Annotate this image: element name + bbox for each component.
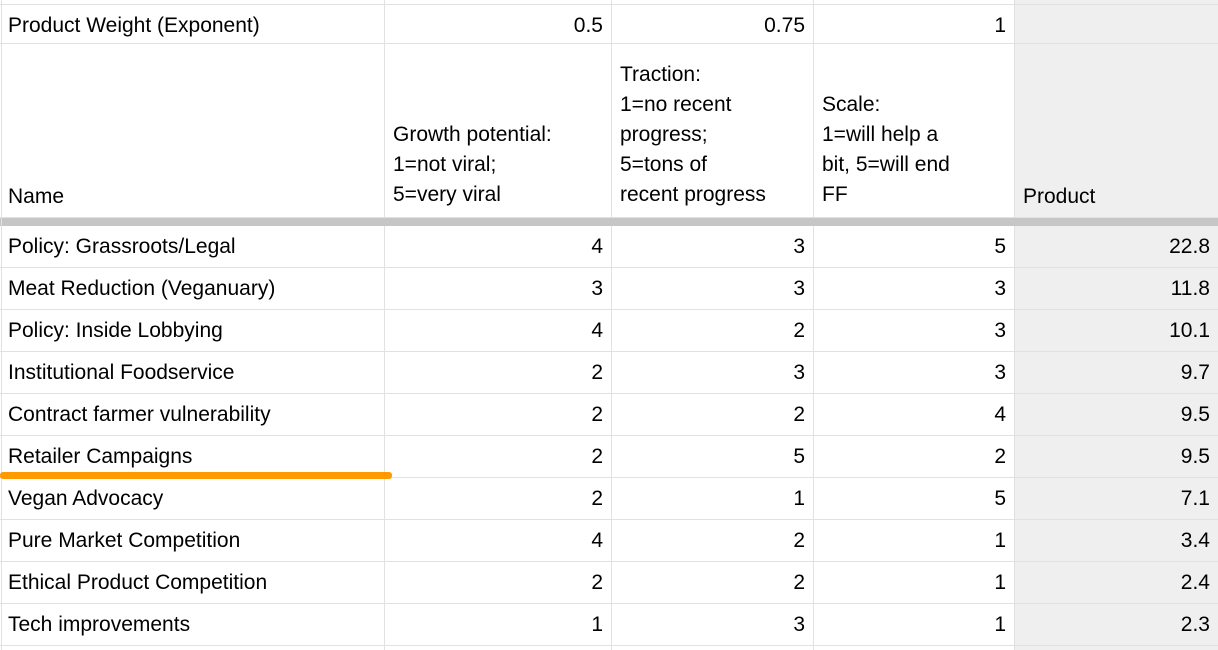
cell-growth-score[interactable]: 4	[385, 310, 612, 351]
cell-traction-score[interactable]: 3	[612, 268, 814, 309]
cell-scale-score[interactable]: 3	[814, 268, 1015, 309]
partial-cell	[612, 0, 814, 4]
cell-name[interactable]: Pure Market Competition	[0, 520, 385, 561]
cell-scale-score[interactable]: 1	[814, 562, 1015, 603]
cell-product-score[interactable]: 22.8	[1015, 226, 1218, 267]
partial-cell	[1015, 646, 1218, 650]
cell-growth-score[interactable]: 4	[385, 226, 612, 267]
cell-scale-score[interactable]: 3	[814, 310, 1015, 351]
cell-growth-score[interactable]: 3	[385, 268, 612, 309]
column-header-name[interactable]: Name	[0, 44, 385, 217]
header-row: Name Growth potential: 1=not viral; 5=ve…	[0, 44, 1218, 218]
partial-cell	[814, 646, 1015, 650]
cell-traction-score[interactable]: 2	[612, 562, 814, 603]
cell-growth-score[interactable]: 1	[385, 604, 612, 645]
table-row: Ethical Product Competition 2 2 1 2.4	[0, 562, 1218, 604]
cell-name[interactable]: Policy: Grassroots/Legal	[0, 226, 385, 267]
column-header-growth[interactable]: Growth potential: 1=not viral; 5=very vi…	[385, 44, 612, 217]
table-row: Vegan Advocacy 2 1 5 7.1	[0, 478, 1218, 520]
partial-cell	[385, 0, 612, 4]
cell-weights-label[interactable]: Product Weight (Exponent)	[0, 5, 385, 43]
cell-traction-score[interactable]: 1	[612, 478, 814, 519]
table-row: Contract farmer vulnerability 2 2 4 9.5	[0, 394, 1218, 436]
column-header-traction[interactable]: Traction: 1=no recent progress; 5=tons o…	[612, 44, 814, 217]
cell-growth-score[interactable]: 4	[385, 520, 612, 561]
cell-product-score[interactable]: 2.3	[1015, 604, 1218, 645]
partial-row-bottom	[0, 646, 1218, 650]
cell-product-score[interactable]: 9.7	[1015, 352, 1218, 393]
cell-growth-score[interactable]: 2	[385, 352, 612, 393]
cell-product-score[interactable]: 11.8	[1015, 268, 1218, 309]
cell-scale-score[interactable]: 5	[814, 478, 1015, 519]
table-row: Pure Market Competition 4 2 1 3.4	[0, 520, 1218, 562]
cell-traction-score[interactable]: 5	[612, 436, 814, 477]
cell-product-score[interactable]: 2.4	[1015, 562, 1218, 603]
cell-scale-score[interactable]: 2	[814, 436, 1015, 477]
table-row: Policy: Inside Lobbying 4 2 3 10.1	[0, 310, 1218, 352]
table-row: Tech improvements 1 3 1 2.3	[0, 604, 1218, 646]
cell-growth-weight[interactable]: 0.5	[385, 5, 612, 43]
cell-traction-score[interactable]: 3	[612, 604, 814, 645]
partial-cell	[385, 646, 612, 650]
partial-row-top	[0, 0, 1218, 5]
cell-traction-score[interactable]: 2	[612, 520, 814, 561]
cell-product-score[interactable]: 7.1	[1015, 478, 1218, 519]
partial-cell	[814, 0, 1015, 4]
table-row-underlined: Retailer Campaigns 2 5 2 9.5	[0, 436, 1218, 478]
cell-growth-score[interactable]: 2	[385, 478, 612, 519]
cell-traction-score[interactable]: 3	[612, 226, 814, 267]
cell-traction-weight[interactable]: 0.75	[612, 5, 814, 43]
cell-name[interactable]: Tech improvements	[0, 604, 385, 645]
cell-traction-score[interactable]: 2	[612, 394, 814, 435]
cell-scale-score[interactable]: 5	[814, 226, 1015, 267]
retailer-campaigns-underline	[0, 472, 392, 479]
frozen-rows-divider[interactable]	[0, 218, 1218, 226]
column-header-scale[interactable]: Scale: 1=will help a bit, 5=will end FF	[814, 44, 1015, 217]
partial-cell	[612, 646, 814, 650]
cell-weights-product-blank[interactable]	[1015, 5, 1218, 43]
cell-growth-score[interactable]: 2	[385, 394, 612, 435]
cell-name[interactable]: Meat Reduction (Veganuary)	[0, 268, 385, 309]
column-header-product[interactable]: Product	[1015, 44, 1218, 217]
cell-scale-score[interactable]: 1	[814, 520, 1015, 561]
table-row: Institutional Foodservice 2 3 3 9.7	[0, 352, 1218, 394]
partial-cell	[0, 646, 385, 650]
cell-product-score[interactable]: 9.5	[1015, 436, 1218, 477]
cell-name[interactable]: Policy: Inside Lobbying	[0, 310, 385, 351]
partial-cell	[1015, 0, 1218, 4]
cell-scale-score[interactable]: 4	[814, 394, 1015, 435]
cell-name[interactable]: Contract farmer vulnerability	[0, 394, 385, 435]
cell-product-score[interactable]: 3.4	[1015, 520, 1218, 561]
cell-traction-score[interactable]: 2	[612, 310, 814, 351]
cell-scale-weight[interactable]: 1	[814, 5, 1015, 43]
cell-name[interactable]: Institutional Foodservice	[0, 352, 385, 393]
cell-traction-score[interactable]: 3	[612, 352, 814, 393]
cell-name[interactable]: Vegan Advocacy	[0, 478, 385, 519]
cell-scale-score[interactable]: 1	[814, 604, 1015, 645]
table-row: Policy: Grassroots/Legal 4 3 5 22.8	[0, 226, 1218, 268]
cell-name[interactable]: Ethical Product Competition	[0, 562, 385, 603]
cell-growth-score[interactable]: 2	[385, 562, 612, 603]
table-row: Meat Reduction (Veganuary) 3 3 3 11.8	[0, 268, 1218, 310]
cell-product-score[interactable]: 9.5	[1015, 394, 1218, 435]
cell-growth-score[interactable]: 2	[385, 436, 612, 477]
weights-row: Product Weight (Exponent) 0.5 0.75 1	[0, 5, 1218, 44]
cell-name[interactable]: Retailer Campaigns	[0, 436, 385, 477]
cell-scale-score[interactable]: 3	[814, 352, 1015, 393]
partial-cell	[0, 0, 385, 4]
cell-product-score[interactable]: 10.1	[1015, 310, 1218, 351]
